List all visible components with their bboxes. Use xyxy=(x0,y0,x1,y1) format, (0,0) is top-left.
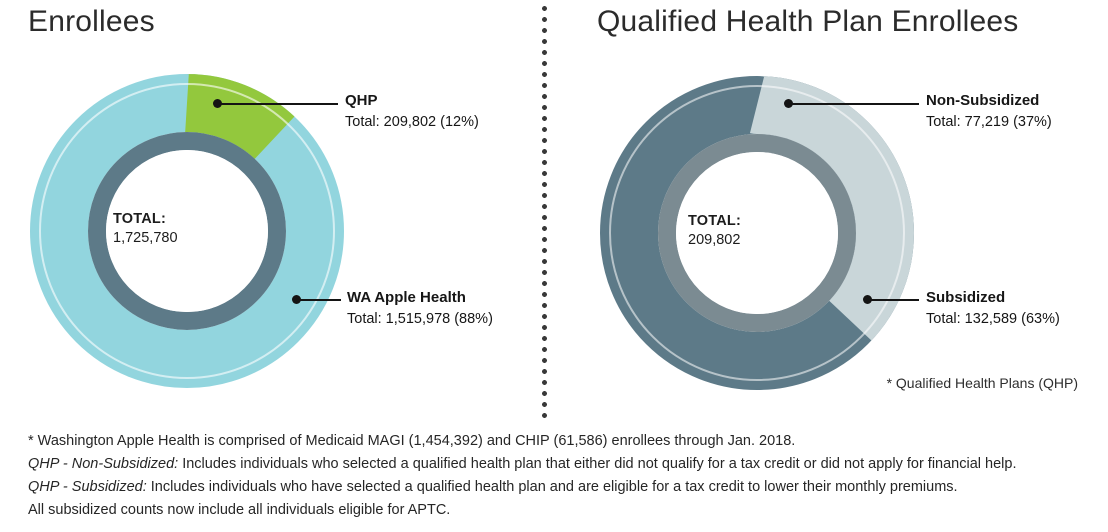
donut-hole xyxy=(106,150,268,312)
left-chart-title: Enrollees xyxy=(28,5,155,38)
wa-apple-health-callout-dot xyxy=(292,295,301,304)
footnote-line-3: QHP - Subsidized: Includes individuals w… xyxy=(28,476,1016,499)
qhp-segment xyxy=(30,74,344,388)
non-subsidized-callout: Non-Subsidized Total: 77,219 (37%) xyxy=(926,92,1052,130)
footnote-lead: QHP - Subsidized: xyxy=(28,479,147,495)
wa-apple-health-callout-line xyxy=(300,299,341,301)
wa-apple-health-callout: WA Apple Health Total: 1,515,978 (88%) xyxy=(347,289,493,327)
footer-notes: * Washington Apple Health is comprised o… xyxy=(28,430,1016,522)
right-donut-center: TOTAL: 209,802 xyxy=(688,213,848,248)
subsidized-callout-label: Subsidized xyxy=(926,289,1006,306)
qhp-callout: QHP Total: 209,802 (12%) xyxy=(345,92,479,130)
qhp-donut-chart: TOTAL: 209,802 xyxy=(598,74,916,392)
qhp-callout-total: Total: 209,802 (12%) xyxy=(345,114,479,130)
enrollees-donut-chart: TOTAL: 1,725,780 xyxy=(28,72,346,390)
subsidized-callout-dot xyxy=(863,295,872,304)
left-total-label: TOTAL: xyxy=(113,211,167,227)
qhp-callout-dot xyxy=(213,99,222,108)
donut-highlight-ring xyxy=(39,83,335,379)
wa-apple-health-callout-total: Total: 1,515,978 (88%) xyxy=(347,311,493,327)
donut-hole xyxy=(676,152,838,314)
footnote-lead: QHP - Non-Subsidized: xyxy=(28,456,179,472)
dotted-divider xyxy=(542,6,547,420)
donut-inner-ring xyxy=(88,132,286,330)
footnote-text: Includes individuals who have selected a… xyxy=(146,479,958,495)
footnote-line-1: * Washington Apple Health is comprised o… xyxy=(28,430,1016,453)
non-subsidized-callout-dot xyxy=(784,99,793,108)
footnote-line-2: QHP - Non-Subsidized: Includes individua… xyxy=(28,453,1016,476)
non-subsidized-segment xyxy=(600,76,914,390)
footnote-text: All subsidized counts now include all in… xyxy=(28,502,451,518)
right-total-label: TOTAL: xyxy=(688,213,742,229)
non-subsidized-callout-total: Total: 77,219 (37%) xyxy=(926,114,1052,130)
right-total-value: 209,802 xyxy=(688,232,741,248)
qhp-abbreviation-footnote: * Qualified Health Plans (QHP) xyxy=(886,375,1078,391)
left-total-value: 1,725,780 xyxy=(113,230,178,246)
qhp-callout-line xyxy=(221,103,338,105)
subsidized-callout-total: Total: 132,589 (63%) xyxy=(926,311,1060,327)
qhp-callout-label: QHP xyxy=(345,92,378,109)
donut-highlight-ring xyxy=(609,85,905,381)
donut-inner-ring xyxy=(658,134,856,332)
footnote-line-4: All subsidized counts now include all in… xyxy=(28,499,1016,522)
non-subsidized-callout-label: Non-Subsidized xyxy=(926,92,1040,109)
subsidized-callout: Subsidized Total: 132,589 (63%) xyxy=(926,289,1060,327)
left-donut-center: TOTAL: 1,725,780 xyxy=(113,211,273,246)
right-chart-title: Qualified Health Plan Enrollees xyxy=(597,5,1019,38)
footnote-text: * Washington Apple Health is comprised o… xyxy=(28,433,796,449)
qhp-donut-svg xyxy=(600,76,914,390)
subsidized-callout-line xyxy=(871,299,919,301)
wa-apple-health-callout-label: WA Apple Health xyxy=(347,289,466,306)
non-subsidized-callout-line xyxy=(792,103,919,105)
footnote-text: Includes individuals who selected a qual… xyxy=(178,456,1017,472)
enrollees-donut-svg xyxy=(30,74,344,388)
